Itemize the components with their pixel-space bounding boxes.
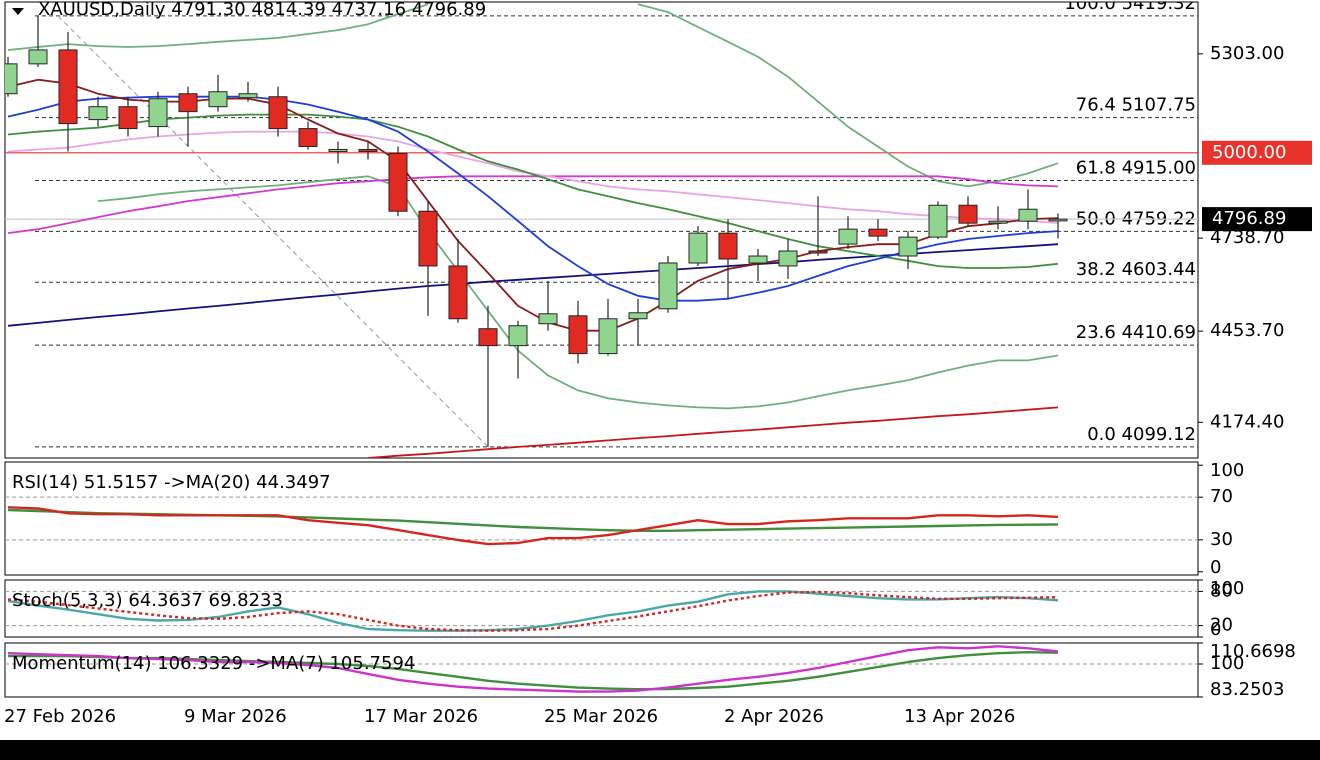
candle-body (688, 232, 708, 264)
chart-title: XAUUSD,Daily 4791.30 4814.39 4737.16 479… (38, 0, 486, 20)
series-line (97, 175, 1059, 410)
y-tick-label: 70 (1210, 486, 1233, 507)
candle-body (148, 98, 168, 128)
series-line (7, 590, 1059, 632)
y-tick-label: 100 (1210, 653, 1244, 674)
y-tick-label: 20 (1210, 615, 1233, 636)
candle-body (298, 128, 318, 148)
candle-body (1018, 208, 1038, 222)
candle-body (1048, 218, 1068, 222)
candle-body (478, 328, 498, 347)
series-line (7, 175, 1059, 234)
candle-body (448, 265, 468, 320)
candle-body (238, 93, 258, 99)
candle-body (778, 250, 798, 267)
fib-trend (57, 15, 489, 448)
x-tick-label: 27 Feb 2026 (4, 706, 116, 727)
candle-body (628, 312, 648, 320)
candle-body (568, 315, 588, 355)
panel-title: Stoch(5,3,3) 64.3637 69.8233 (12, 590, 283, 611)
candle-body (658, 262, 678, 310)
y-tick-label: 100 (1210, 578, 1244, 599)
plot-area (5, 590, 1198, 632)
series-line (7, 590, 1059, 632)
panel-title: Momentum(14) 106.3329 ->MA(7) 105.7594 (12, 653, 415, 674)
y-tick-label: 80 (1210, 580, 1233, 601)
panel (4, 1, 1199, 459)
candle-body (928, 204, 948, 238)
fib-label: 76.4 5107.75 (1076, 95, 1196, 116)
candle-body (88, 106, 108, 121)
candle-body (28, 49, 48, 65)
y-tick-label: 30 (1210, 529, 1233, 550)
series-line (7, 506, 1059, 546)
panel (4, 579, 1199, 638)
fib-label: 61.8 4915.00 (1076, 158, 1196, 179)
x-tick-label: 9 Mar 2026 (184, 706, 287, 727)
fib-label: 23.6 4410.69 (1076, 322, 1196, 343)
price-box (1202, 140, 1312, 165)
y-tick-label: 110.6698 (1210, 641, 1296, 662)
candle-body (5, 63, 18, 95)
y-tick-label: 5303.00 (1210, 43, 1284, 64)
y-tick-label: 83.2503 (1210, 679, 1284, 700)
y-tick-label: 100 (1210, 460, 1244, 481)
candle-body (418, 210, 438, 267)
candle-body (838, 228, 858, 245)
candle-body (808, 250, 828, 254)
panel-title: RSI(14) 51.5157 ->MA(20) 44.3497 (12, 472, 331, 493)
x-tick-label: 2 Apr 2026 (724, 706, 824, 727)
fib-label: 0.0 4099.12 (1087, 424, 1196, 445)
fib-label: 38.2 4603.44 (1076, 259, 1196, 280)
title-marker (12, 8, 24, 15)
price-label: 4796.89 (1212, 208, 1286, 229)
y-tick-label: 0 (1210, 619, 1221, 640)
series-line (367, 406, 1059, 458)
y-tick-label: 4738.70 (1210, 227, 1284, 248)
y-tick-label: 4174.40 (1210, 411, 1284, 432)
candle-body (208, 91, 228, 108)
candle-body (358, 148, 378, 152)
candle-body (868, 228, 888, 237)
fib-label: 100.0 5419.32 (1064, 0, 1196, 14)
price-box (1202, 207, 1312, 232)
plot-area (5, 496, 1198, 546)
series-line (7, 3, 1059, 188)
candle-body (268, 96, 288, 130)
candle-body (748, 255, 768, 264)
candle-body (508, 325, 528, 347)
candle-body (538, 313, 558, 325)
candle-body (118, 106, 138, 130)
plot-area (5, 645, 1198, 693)
candle-body (958, 204, 978, 224)
bottom-bar (0, 740, 1320, 760)
candle-body (898, 236, 918, 257)
y-tick-label: 4453.70 (1210, 320, 1284, 341)
price-label: 5000.00 (1212, 142, 1286, 163)
panel (4, 461, 1199, 576)
candle-body (58, 49, 78, 125)
candle-body (328, 148, 348, 152)
series-line (7, 645, 1059, 693)
x-tick-label: 25 Mar 2026 (544, 706, 658, 727)
x-tick-label: 13 Apr 2026 (904, 706, 1015, 727)
candle-body (388, 152, 408, 212)
series-line (7, 243, 1059, 327)
x-tick-label: 17 Mar 2026 (364, 706, 478, 727)
y-tick-label: 0 (1210, 557, 1221, 578)
candle-body (178, 93, 198, 113)
candle-body (598, 318, 618, 355)
candle-body (988, 220, 1008, 224)
candle-body (718, 232, 738, 260)
